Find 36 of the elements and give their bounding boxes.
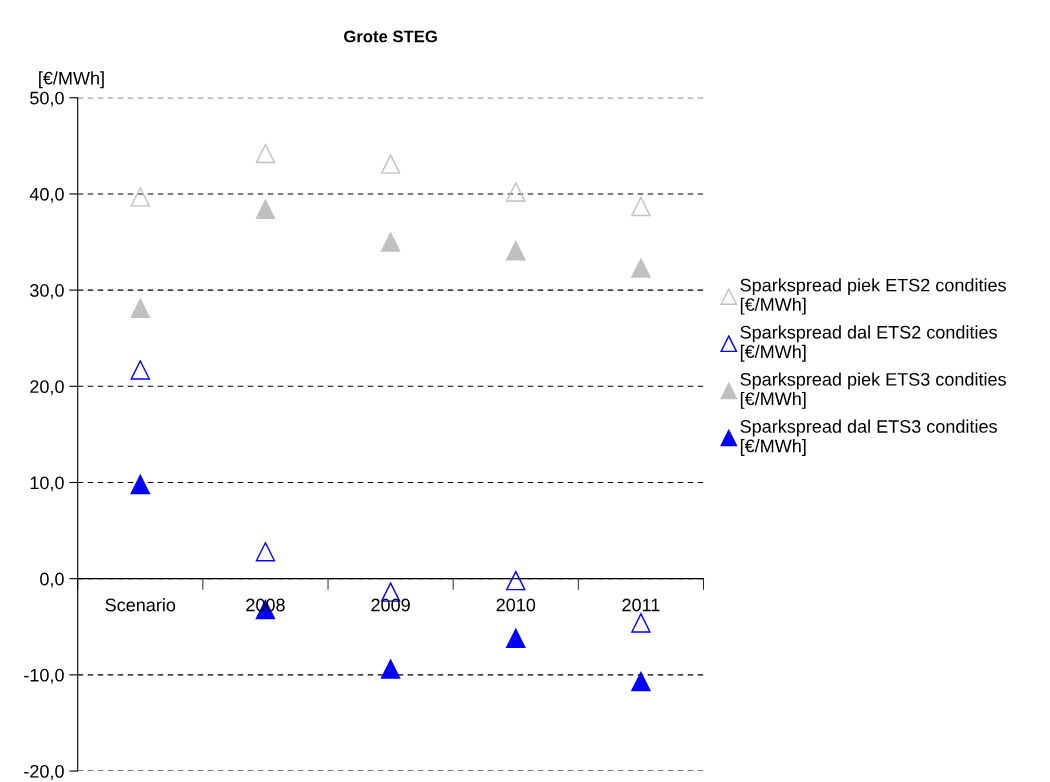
point <box>506 240 526 261</box>
point <box>631 671 651 692</box>
y-tick-label: 10,0 <box>30 476 64 492</box>
point <box>255 199 276 220</box>
chart-title: Grote STEG <box>344 30 437 43</box>
y-tick-label: 40,0 <box>29 187 64 203</box>
y-tick-label: 50,0 <box>30 91 64 107</box>
point <box>506 182 526 202</box>
x-tick-label: 2009 <box>371 598 410 612</box>
point <box>631 196 651 217</box>
point <box>255 143 276 164</box>
point <box>130 298 151 319</box>
y-tick-label: 30,0 <box>30 284 64 299</box>
point <box>380 232 401 252</box>
point <box>506 570 526 591</box>
point <box>380 154 401 174</box>
x-tick-label: 2010 <box>496 598 536 612</box>
legend-label: Sparkspread dal ETS2 condities [€/MWh] <box>740 325 997 362</box>
y-tick-label: 20,0 <box>30 380 64 396</box>
point <box>506 628 526 649</box>
legend-label: Sparkspread piek ETS2 condities [€/MWh] <box>740 278 1006 315</box>
point <box>130 187 151 207</box>
y-axis-title: [€/MWh] <box>39 71 104 89</box>
x-tick-label: 2011 <box>622 598 660 612</box>
point <box>631 258 651 278</box>
legend-label: Sparkspread dal ETS3 condities [€/MWh] <box>740 419 997 456</box>
y-tick-label: -20,0 <box>24 764 64 780</box>
point <box>631 613 651 633</box>
y-tick-label: 0,0 <box>40 572 64 588</box>
point <box>255 542 276 562</box>
legend-label: Sparkspread piek ETS3 condities [€/MWh] <box>740 372 1006 409</box>
x-tick-label: Scenario <box>105 598 176 612</box>
point <box>130 474 151 495</box>
point <box>380 659 401 679</box>
point <box>130 360 151 380</box>
y-tick-label: -10,0 <box>24 668 64 684</box>
